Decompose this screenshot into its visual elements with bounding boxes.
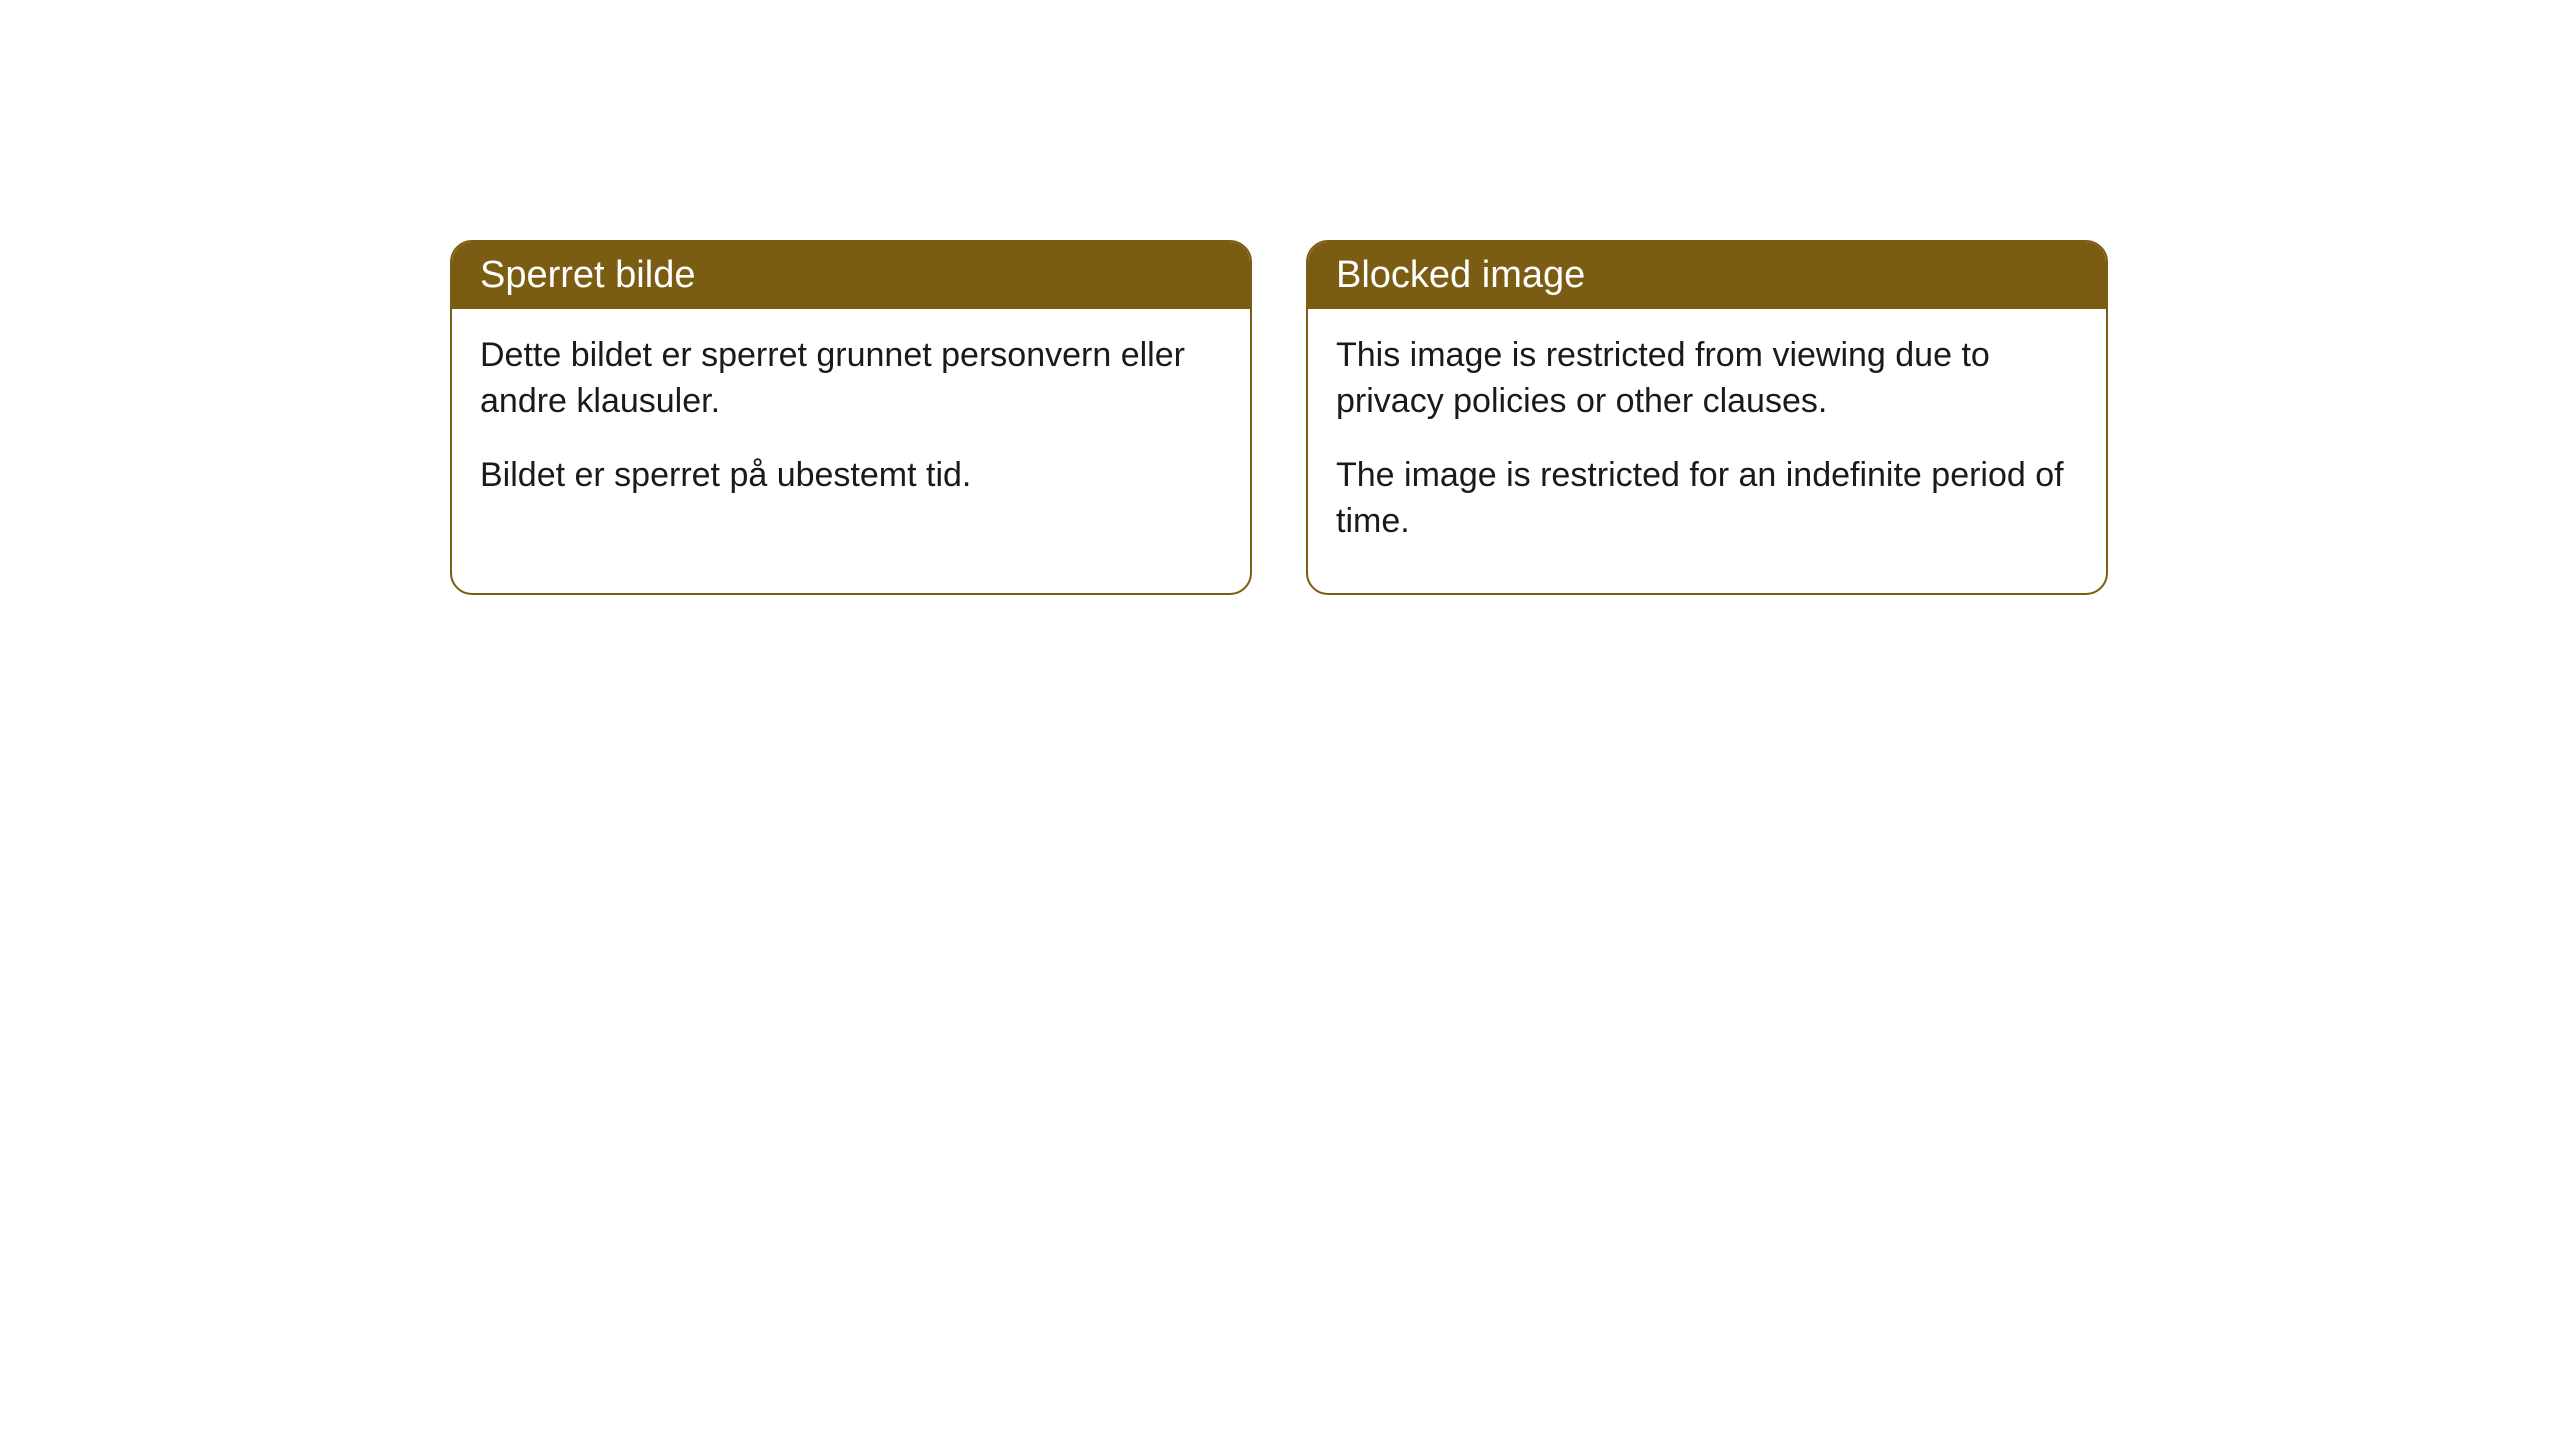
card-paragraph: The image is restricted for an indefinit… <box>1336 453 2078 545</box>
card-body: Dette bildet er sperret grunnet personve… <box>452 309 1250 547</box>
notice-cards-container: Sperret bilde Dette bildet er sperret gr… <box>450 240 2560 595</box>
card-header: Blocked image <box>1308 242 2106 309</box>
notice-card-english: Blocked image This image is restricted f… <box>1306 240 2108 595</box>
card-body: This image is restricted from viewing du… <box>1308 309 2106 593</box>
notice-card-norwegian: Sperret bilde Dette bildet er sperret gr… <box>450 240 1252 595</box>
card-paragraph: Dette bildet er sperret grunnet personve… <box>480 333 1222 425</box>
card-header: Sperret bilde <box>452 242 1250 309</box>
card-paragraph: Bildet er sperret på ubestemt tid. <box>480 453 1222 499</box>
card-paragraph: This image is restricted from viewing du… <box>1336 333 2078 425</box>
